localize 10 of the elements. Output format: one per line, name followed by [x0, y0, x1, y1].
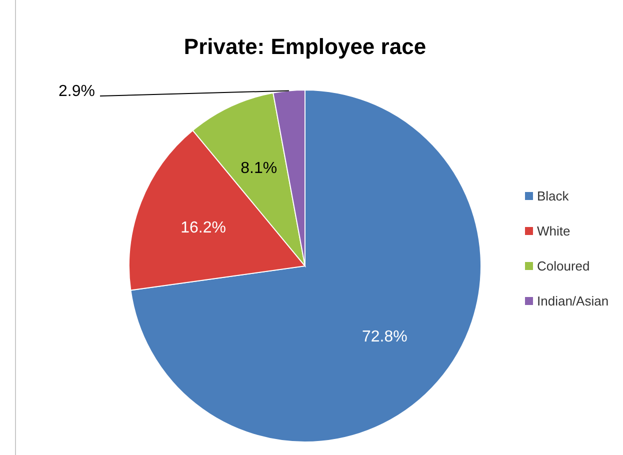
legend-label: Black: [537, 188, 570, 204]
data-label: 2.9%: [58, 83, 95, 100]
data-label: 16.2%: [180, 219, 226, 236]
chart-title: Private: Employee race: [184, 34, 426, 59]
data-label: 8.1%: [240, 160, 278, 178]
legend-label: Indian/Asian: [537, 294, 609, 308]
data-label: 72.8%: [362, 328, 408, 346]
legend-label: Coloured: [537, 258, 590, 274]
pie-slice: [130, 90, 482, 442]
legend-label: White: [537, 224, 570, 238]
